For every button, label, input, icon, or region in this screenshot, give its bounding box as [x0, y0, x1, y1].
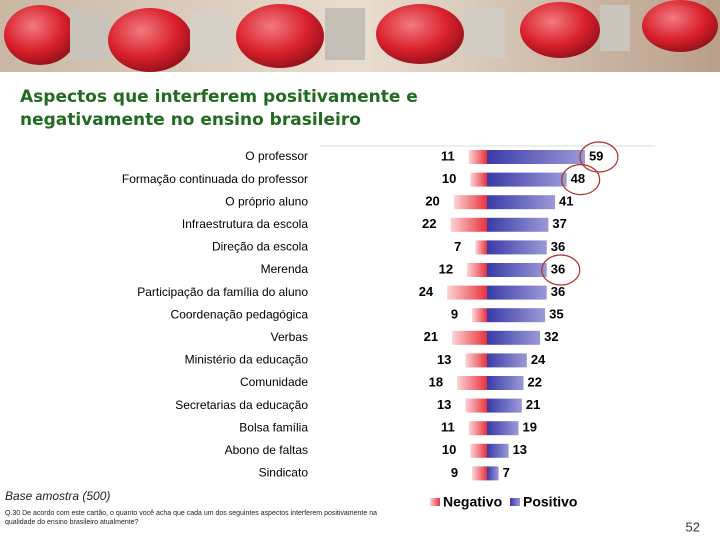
- category-label: Participação da família do aluno: [137, 285, 308, 299]
- category-label: Direção da escola: [212, 240, 308, 254]
- positive-bar: [487, 285, 547, 300]
- negative-bar: [457, 376, 487, 390]
- category-label: Coordenação pedagógica: [171, 307, 309, 321]
- question-box: Q.30 De acordo com este cartão, o quanto…: [5, 510, 377, 526]
- negative-bar: [452, 330, 487, 345]
- value-label: 19: [523, 420, 537, 435]
- legend-swatch: [510, 498, 520, 506]
- value-label: 22: [422, 216, 436, 231]
- legend-label: Positivo: [523, 494, 577, 510]
- highlight-circle: [561, 164, 601, 196]
- value-label: 13: [513, 442, 527, 457]
- value-label: 7: [503, 465, 510, 480]
- category-label: Bolsa família: [239, 420, 308, 434]
- positive-bar: [487, 443, 509, 458]
- positive-bar: [487, 330, 541, 345]
- value-label: 21: [526, 397, 540, 412]
- category-label: Comunidade: [240, 375, 308, 389]
- value-label: 10: [442, 171, 456, 186]
- value-label: 41: [559, 194, 573, 209]
- value-label: 32: [544, 329, 558, 344]
- negative-bar: [450, 217, 487, 232]
- negative-bar: [447, 285, 487, 300]
- value-label: 13: [437, 397, 451, 412]
- value-label: 9: [451, 307, 458, 322]
- negative-bar: [465, 353, 487, 368]
- sample-note: Base amostra (500): [5, 489, 110, 503]
- category-label: Abono de faltas: [225, 443, 308, 457]
- negative-bar: [467, 263, 487, 277]
- category-label: Merenda: [261, 262, 309, 276]
- value-label: 18: [429, 374, 443, 389]
- category-label: O próprio aluno: [225, 194, 308, 208]
- positive-bar: [487, 195, 556, 210]
- value-label: 20: [425, 194, 439, 209]
- page-number: 52: [686, 519, 700, 534]
- title-box: Aspectos que interferem positivamente e …: [20, 87, 418, 130]
- value-label: 35: [549, 307, 563, 322]
- negative-bar: [472, 466, 487, 481]
- positive-bar: [487, 376, 524, 390]
- negative-bar: [468, 150, 487, 164]
- negative-bar: [475, 240, 487, 255]
- value-label: 36: [551, 261, 565, 276]
- category-label: Secretarias da educação: [175, 398, 308, 412]
- value-label: 24: [531, 352, 546, 367]
- category-label: Verbas: [271, 330, 308, 344]
- category-label: Sindicato: [259, 466, 309, 480]
- positive-bar: [487, 308, 546, 323]
- value-label: 24: [419, 284, 434, 299]
- positive-bar: [487, 353, 527, 368]
- positive-bar: [487, 240, 547, 255]
- value-label: 22: [528, 374, 542, 389]
- positive-bar: [487, 466, 499, 481]
- value-label: 10: [442, 442, 456, 457]
- value-label: 36: [551, 239, 565, 254]
- positive-bar: [487, 217, 549, 232]
- positive-bar: [487, 150, 585, 164]
- positive-bar: [487, 172, 567, 187]
- highlight-circle: [541, 254, 581, 286]
- legend-swatch: [430, 498, 440, 506]
- value-label: 12: [439, 261, 453, 276]
- negative-bar: [470, 443, 487, 458]
- value-label: 11: [441, 148, 455, 163]
- value-label: 13: [437, 352, 451, 367]
- chart-title: Aspectos que interferem positivamente e …: [20, 87, 418, 130]
- value-label: 36: [551, 284, 565, 299]
- category-label: Infraestrutura da escola: [182, 217, 308, 231]
- positive-bar: [487, 421, 519, 436]
- highlight-circle: [579, 141, 619, 173]
- negative-bar: [472, 308, 487, 323]
- category-label: Ministério da educação: [185, 353, 309, 367]
- value-label: 59: [589, 148, 603, 163]
- value-label: 9: [451, 465, 458, 480]
- value-label: 48: [571, 171, 585, 186]
- value-label: 37: [552, 216, 566, 231]
- positive-bar: [487, 398, 522, 413]
- value-label: 7: [454, 239, 461, 254]
- value-label: 21: [424, 329, 438, 344]
- category-label: Formação continuada do professor: [122, 172, 308, 186]
- value-label: 11: [441, 420, 455, 435]
- header-image: [0, 0, 720, 72]
- category-label: O professor: [245, 149, 308, 163]
- positive-bar: [487, 263, 547, 277]
- question: Q.30 De acordo com este cartão, o quanto…: [5, 510, 377, 526]
- legend-label: Negativo: [443, 494, 502, 510]
- negative-bar: [470, 172, 487, 187]
- negative-bar: [453, 195, 487, 210]
- negative-bar: [468, 421, 487, 436]
- negative-bar: [465, 398, 487, 413]
